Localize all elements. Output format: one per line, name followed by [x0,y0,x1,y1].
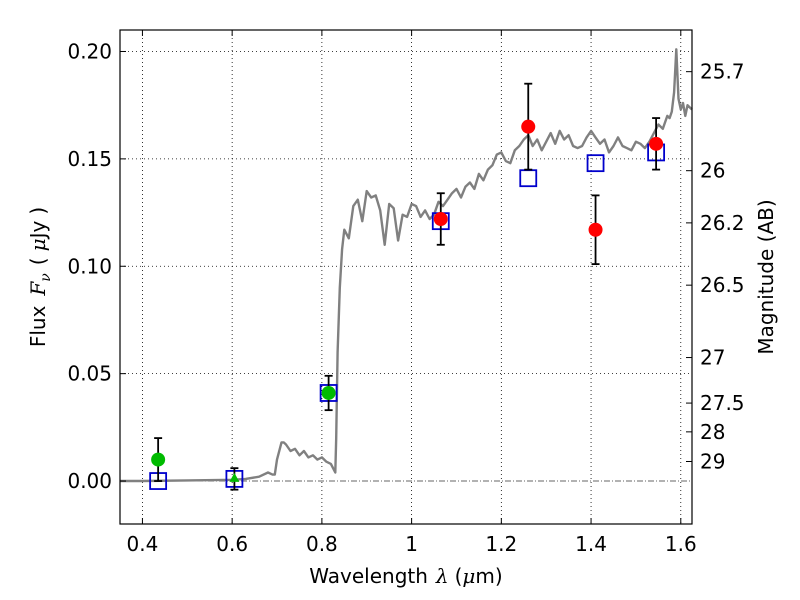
y-axis-unit-open: ( [26,257,50,265]
right-tick-label: 27 [700,346,725,370]
x-axis-label: Wavelength λ (μm) [309,564,502,588]
x-tick-label: 0.8 [306,532,338,556]
right-tick-label: 28 [700,420,725,444]
spectrum-line [120,48,693,483]
y-axis-unit-rest: Jy [26,220,50,240]
right-axis: 25.7 26 26.2 26.5 27 27.5 28 29 [686,60,745,473]
data-point [433,212,448,227]
plot-area [120,48,693,491]
y-axis-subscript: ν [38,273,54,282]
right-tick-label: 26 [700,159,725,183]
series-template-spectrum [120,48,693,483]
plot-frame [119,29,693,525]
series-model-photometry [149,143,666,490]
data-point [321,385,336,400]
y-axis-label: Flux Fν ( μJy) [26,207,54,347]
model-square [519,169,538,188]
y-axis-symbol: F [26,281,50,297]
x-axis-unit-rest: m) [475,564,502,588]
x-axis-label-text: Wavelength [309,564,428,588]
x-tick-label: 1.4 [575,532,607,556]
series-upper-limit [229,467,240,491]
data-point [151,452,166,467]
x-axis-unit-open: ( [455,564,463,588]
series-observed-green- [151,374,336,482]
x-tick-label: 0.4 [127,532,159,556]
y-tick-label: 0.00 [67,469,112,493]
x-axis-symbol: λ [435,564,449,588]
y-tick-label: 0.20 [67,39,112,63]
x-axis-unit-mu: μ [462,564,475,588]
data-point [649,136,664,151]
right-tick-label: 26.2 [700,211,745,235]
y-tick-label: 0.15 [67,147,112,171]
x-tick-label: 1 [405,532,418,556]
right-axis-label: Magnitude (AB) [754,199,778,354]
right-tick-label: 25.7 [700,60,745,84]
y-tick-label: 0.05 [67,362,112,386]
x-tick-label: 1.6 [665,532,697,556]
right-tick-label: 29 [700,449,725,473]
model-square [586,154,605,173]
series-observed-red- [433,82,664,266]
y-axis-unit-mu: μ [26,238,50,251]
data-point [588,222,603,237]
grid [120,30,692,524]
right-tick-label: 27.5 [700,391,745,415]
x-tick-label: 0.6 [216,532,248,556]
y-axis-unit-close: ) [26,207,50,215]
right-tick-label: 26.5 [700,273,745,297]
y-axis-label-text: Flux [26,305,50,347]
y-axis: 0.00 0.05 0.10 0.15 0.20 [67,39,126,493]
x-tick-label: 1.2 [485,532,517,556]
data-point [521,119,536,134]
limit-marker [229,472,240,482]
y-tick-label: 0.10 [67,254,112,278]
x-axis: 0.4 0.6 0.8 1 1.2 1.4 1.6 [127,30,697,556]
